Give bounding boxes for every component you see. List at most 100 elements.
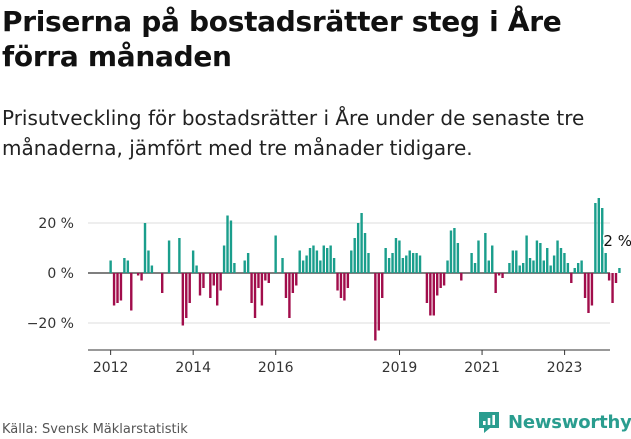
bar [436, 273, 439, 296]
bar [401, 258, 405, 273]
bar [432, 273, 435, 316]
bar [356, 223, 360, 273]
bar [570, 273, 573, 283]
bar [119, 273, 123, 301]
bar [539, 243, 542, 273]
bar [250, 273, 253, 303]
bar [525, 235, 528, 273]
annotation-layer: 2 % [602, 231, 631, 252]
bar [587, 273, 590, 313]
y-tick-label: 0 % [47, 266, 74, 282]
brand-name: Newsworthy [508, 411, 631, 433]
bar [367, 253, 370, 273]
bar [491, 245, 494, 273]
bar [353, 238, 356, 273]
bar [449, 230, 453, 273]
bar [188, 273, 191, 303]
brand-logo[interactable]: Newsworthy [476, 408, 631, 436]
bar [590, 273, 594, 306]
source-note: Källa: Svensk Mäklarstatistik [2, 422, 188, 437]
bar [126, 260, 130, 273]
bar [109, 260, 112, 273]
bar [384, 248, 387, 273]
bar [181, 273, 185, 326]
bar [112, 273, 116, 306]
bar [398, 240, 401, 273]
bar [267, 273, 270, 283]
bar [546, 248, 549, 273]
bar [322, 245, 325, 273]
bar [219, 273, 222, 291]
bar [178, 238, 181, 273]
bar [226, 215, 229, 273]
bar [329, 245, 332, 273]
bar [288, 273, 291, 318]
bar [494, 273, 497, 293]
bar [315, 250, 319, 273]
bar [350, 250, 353, 273]
bar [195, 265, 198, 273]
bar [301, 260, 305, 273]
bar [363, 233, 367, 273]
bar [477, 240, 480, 273]
bar [511, 250, 515, 273]
bar [518, 265, 521, 273]
bar [308, 248, 312, 273]
bar [360, 213, 363, 273]
x-tick-label: 2014 [175, 360, 211, 376]
bar [446, 260, 449, 273]
bar [123, 258, 126, 273]
bar [508, 263, 511, 273]
bar [274, 235, 277, 273]
bar [573, 268, 576, 273]
last-value-label: 2 % [603, 232, 631, 250]
bar [473, 263, 477, 273]
bar [212, 273, 215, 286]
bar [563, 253, 566, 273]
bar [566, 263, 570, 273]
bar [257, 273, 260, 288]
y-tick-label: −20 % [27, 316, 74, 332]
bar [185, 273, 188, 318]
bar [116, 273, 119, 303]
bar [611, 273, 614, 303]
bar [528, 258, 532, 273]
bar [319, 260, 322, 273]
bar [298, 250, 301, 273]
bar [233, 263, 236, 273]
bar-chart: 20 % 0 % −20 % 2012 2014 2016 2019 2021 2023 2 … [27, 198, 631, 376]
bar [167, 240, 171, 273]
bar [576, 263, 580, 273]
bar [487, 260, 490, 273]
bar [140, 273, 143, 281]
bar [497, 273, 501, 276]
bar [305, 255, 308, 273]
bar [130, 273, 133, 311]
bar [614, 273, 618, 283]
bar [583, 273, 587, 298]
bar [253, 273, 257, 318]
bar [209, 273, 212, 298]
bar [150, 265, 154, 273]
bar [408, 250, 411, 273]
y-tick-label: 20 % [38, 216, 74, 232]
newsworthy-logo-icon [479, 412, 499, 433]
bar [594, 203, 597, 273]
y-axis-labels: 20 % 0 % −20 % [27, 216, 74, 332]
bar [542, 260, 545, 273]
bar [418, 255, 422, 273]
bar [618, 268, 621, 273]
bar [411, 253, 415, 273]
bar [556, 240, 559, 273]
bar [601, 208, 604, 273]
bar [264, 273, 267, 281]
bar [202, 273, 205, 288]
bar [521, 263, 525, 273]
chart-subtitle: Prisutveckling för bostadsrätter i Åre u… [2, 106, 585, 160]
bar [143, 223, 147, 273]
bar [549, 265, 552, 273]
bar [377, 273, 380, 331]
bar [460, 273, 463, 281]
bar [136, 273, 140, 276]
bar [326, 248, 329, 273]
